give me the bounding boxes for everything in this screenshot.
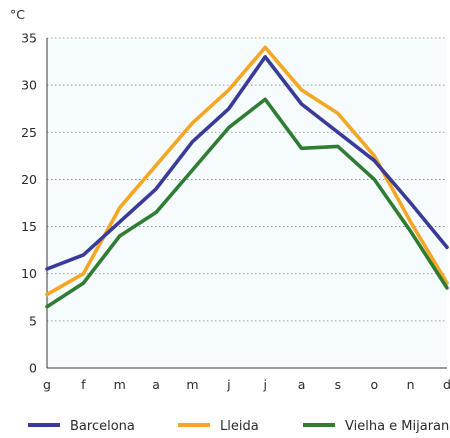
y-tick-label-10: 10	[21, 266, 37, 281]
x-tick-label-4: a	[152, 377, 160, 392]
plot-background	[47, 38, 447, 368]
y-tick-label-15: 15	[21, 219, 37, 234]
legend-label-lleida: Lleida	[220, 419, 259, 434]
x-tick-label-11: n	[407, 377, 415, 392]
legend-label-barcelona: Barcelona	[70, 419, 135, 434]
x-tick-label-10: o	[370, 377, 378, 392]
y-tick-label-20: 20	[21, 172, 37, 187]
series-line-barcelona	[45, 55, 449, 271]
x-tick-label-5: m	[186, 377, 198, 392]
y-tick-label-35: 35	[21, 31, 37, 46]
x-tick-label-9: s	[335, 377, 342, 392]
x-tick-label-6: j	[226, 377, 230, 392]
x-tick-label-12: d	[443, 377, 450, 392]
series-line-vielha-e-mijaran	[45, 97, 449, 309]
y-tick-labels: 0 5 10 15 20 25 30 35	[21, 31, 37, 376]
y-tick-label-0: 0	[29, 361, 37, 376]
x-tick-label-2: f	[81, 377, 86, 392]
y-tick-label-25: 25	[21, 125, 37, 140]
y-axis-unit-label: °C	[10, 7, 25, 22]
axes	[46, 38, 447, 369]
y-tick-label-30: 30	[21, 78, 37, 93]
grid-lines	[47, 37, 447, 322]
legend-label-vielha-e-mijaran: Vielha e Mijaran	[345, 419, 449, 434]
y-tick-label-5: 5	[29, 313, 37, 328]
x-tick-label-7: j	[262, 377, 266, 392]
x-tick-label-3: m	[114, 377, 126, 392]
legend: Barcelona Lleida Vielha e Mijaran	[28, 419, 449, 434]
series-lines	[45, 45, 449, 309]
x-tick-label-8: a	[298, 377, 306, 392]
x-tick-label-1: g	[43, 377, 51, 392]
